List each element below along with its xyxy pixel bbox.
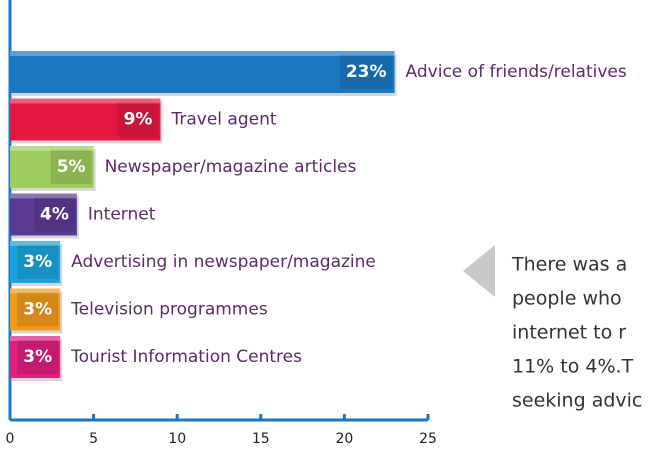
bar <box>10 146 94 188</box>
x-tick-label: 5 <box>89 431 98 447</box>
category-label: Tourist Information Centres <box>70 347 302 367</box>
annotation-text: people who <box>512 288 622 310</box>
x-tick-label: 0 <box>6 431 15 447</box>
value-label-box <box>17 245 59 279</box>
value-label: 3% <box>23 347 52 367</box>
value-label-box <box>34 197 75 232</box>
value-label-box <box>17 340 59 374</box>
annotation-text: There was a <box>511 254 627 276</box>
bar-highlight <box>10 193 77 199</box>
value-label: 5% <box>57 157 86 177</box>
bar <box>10 288 61 331</box>
value-label: 3% <box>23 300 52 320</box>
bar <box>10 98 161 141</box>
annotation-text: seeking advic <box>512 390 642 412</box>
value-label-box <box>17 292 59 327</box>
category-label: Television programmes <box>70 300 268 320</box>
bar-highlight <box>10 288 61 294</box>
value-label: 9% <box>124 110 153 130</box>
bar <box>10 336 61 378</box>
category-label: Travel agent <box>170 110 276 130</box>
bar <box>10 241 61 283</box>
x-tick-label: 15 <box>252 431 270 447</box>
value-label: 3% <box>23 252 52 272</box>
bar-highlight <box>10 336 61 341</box>
callout-pointer <box>463 245 495 297</box>
category-label: Advice of friends/relatives <box>406 62 627 82</box>
x-tick-label: 25 <box>419 431 437 447</box>
value-label-box <box>339 55 393 89</box>
value-label-box <box>117 102 159 137</box>
bar-highlight <box>10 98 161 104</box>
bar <box>10 193 77 236</box>
value-label: 23% <box>346 62 387 82</box>
category-label: Newspaper/magazine articles <box>105 157 357 177</box>
category-label: Advertising in newspaper/magazine <box>71 252 376 272</box>
annotation-text: 11% to 4%.T <box>512 356 634 378</box>
bar-highlight <box>10 146 94 151</box>
annotation-text: internet to r <box>512 322 626 344</box>
x-tick-label: 20 <box>335 431 353 447</box>
x-tick-label: 10 <box>168 431 186 447</box>
category-label: Internet <box>88 205 156 225</box>
bar-highlight <box>10 51 395 56</box>
bar-highlight <box>10 241 61 246</box>
value-label: 4% <box>40 205 69 225</box>
bar <box>10 51 395 93</box>
value-label-box <box>50 150 92 184</box>
